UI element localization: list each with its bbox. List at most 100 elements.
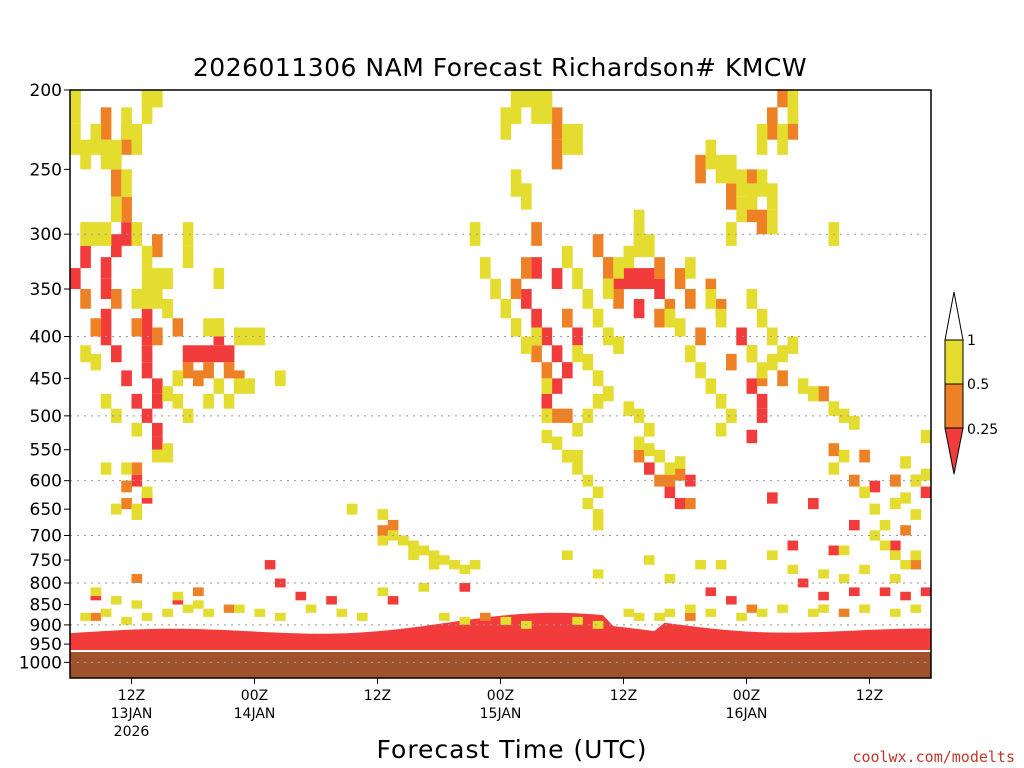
ri-cell	[152, 327, 163, 346]
ri-cell	[295, 591, 307, 601]
ri-cell	[541, 362, 553, 379]
ri-cell	[141, 289, 153, 309]
ri-cell	[357, 612, 368, 621]
ri-cell	[644, 234, 655, 258]
ri-cell	[572, 422, 583, 437]
ri-cell	[121, 169, 132, 197]
ri-cell	[705, 278, 717, 300]
ri-cell	[644, 555, 655, 565]
ri-cell	[121, 480, 132, 493]
ri-cell	[828, 545, 840, 556]
ri-cell	[510, 318, 522, 337]
ri-cell	[633, 209, 645, 235]
ri-cell	[726, 183, 737, 210]
ri-cell	[141, 486, 153, 499]
x-tick-label: 16JAN	[726, 706, 768, 722]
ri-cell	[152, 393, 163, 409]
ri-cell	[592, 393, 604, 409]
ri-cell	[213, 378, 225, 394]
ri-cell	[767, 183, 778, 210]
ri-cell	[756, 209, 768, 235]
ri-cell	[685, 498, 696, 510]
ri-cell	[152, 289, 163, 309]
ri-cell	[838, 608, 850, 617]
y-tick-label: 250	[30, 160, 62, 180]
ri-cell	[223, 604, 235, 613]
ri-cell	[787, 564, 799, 574]
ri-cell	[182, 222, 194, 246]
ri-cell	[705, 139, 717, 170]
ri-cell	[879, 519, 891, 531]
y-tick-label: 750	[30, 551, 62, 571]
ri-cell	[869, 480, 881, 493]
ri-cell	[582, 474, 594, 487]
ri-cell	[305, 604, 317, 613]
ri-cell	[244, 378, 255, 394]
ri-cell	[469, 222, 481, 246]
ri-cell	[254, 608, 266, 617]
ri-cell	[746, 378, 758, 394]
ri-cell	[131, 422, 143, 437]
ri-cell	[592, 370, 604, 387]
ri-cell	[767, 107, 778, 140]
legend-bin-bottom	[944, 427, 964, 475]
ri-cell	[746, 345, 758, 363]
ri-cell	[182, 408, 194, 423]
ri-cell	[890, 474, 901, 487]
x-tick-label: 00Z	[487, 688, 514, 704]
y-tick-label: 800	[30, 574, 62, 594]
ri-cell	[398, 535, 409, 546]
legend-bin	[944, 339, 964, 385]
ri-cell	[562, 362, 573, 379]
ri-cell	[377, 587, 389, 597]
y-tick-label: 200	[30, 81, 62, 101]
ri-cell	[562, 308, 573, 328]
ri-cell	[111, 234, 122, 258]
ri-cell	[685, 474, 696, 487]
ri-cell	[767, 492, 778, 504]
ri-cell	[162, 608, 173, 617]
ri-cell	[521, 336, 532, 354]
ri-cell	[141, 268, 153, 290]
legend-label: 1	[967, 333, 976, 349]
x-tick-label: 13JAN	[111, 706, 153, 722]
ri-cell	[572, 345, 583, 363]
ri-cell	[715, 299, 727, 319]
y-tick-label: 600	[30, 472, 62, 492]
ri-cell	[767, 327, 778, 346]
ri-cell	[664, 486, 676, 499]
ri-cell	[767, 209, 778, 235]
ri-cell	[70, 268, 81, 290]
ri-cell	[900, 456, 911, 469]
ri-cell	[100, 139, 112, 170]
ri-cell	[726, 408, 737, 423]
ri-cell	[818, 386, 829, 402]
ri-cell	[377, 535, 389, 546]
ri-cell	[664, 462, 676, 475]
ri-cell	[859, 564, 870, 574]
ri-cell	[797, 378, 809, 394]
ri-cell	[275, 612, 286, 621]
legend-bin	[944, 383, 964, 429]
ri-cell	[562, 245, 573, 269]
ri-cell	[203, 608, 214, 617]
ri-cell	[859, 449, 870, 463]
ri-cell	[172, 370, 184, 387]
ri-cell	[521, 183, 532, 210]
ri-cell	[234, 370, 245, 387]
ri-cell	[654, 278, 665, 300]
ri-cell	[193, 345, 204, 363]
legend-label: 0.25	[967, 422, 998, 438]
ri-cell	[674, 318, 686, 337]
ri-cell	[562, 550, 573, 561]
y-tick-label: 400	[30, 327, 62, 347]
ri-cell	[244, 327, 255, 346]
ri-cell	[756, 608, 768, 617]
ri-cell	[582, 289, 594, 309]
ri-cell	[182, 604, 194, 613]
ri-cell	[346, 503, 358, 515]
ri-cell	[111, 139, 122, 170]
ri-cell	[193, 587, 204, 597]
ri-cell	[121, 107, 132, 140]
ri-cell	[203, 362, 214, 379]
